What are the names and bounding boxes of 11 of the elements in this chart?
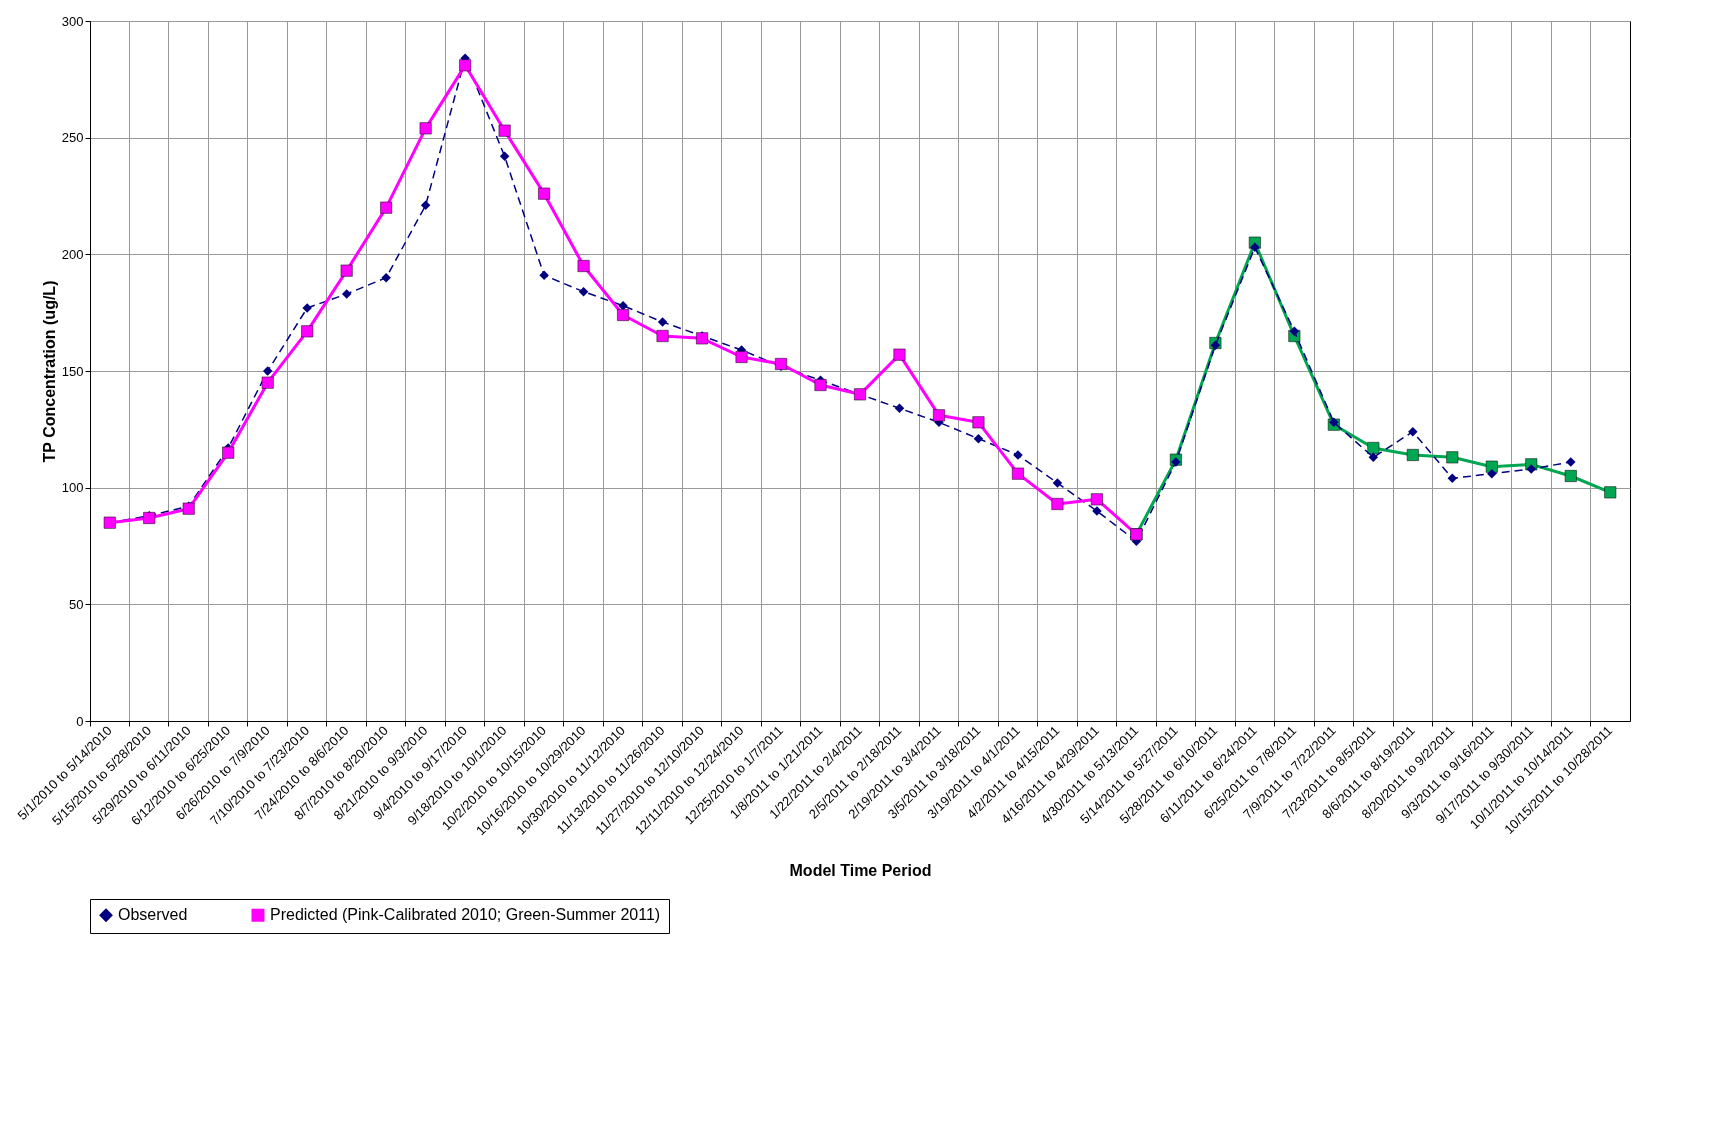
y-tick-label: 300 [61, 13, 84, 29]
x-axis-title: Model Time Period [789, 862, 932, 880]
legend-label: Predicted (Pink-Calibrated 2010; Green-Summer 2011) [270, 906, 661, 924]
y-tick-label: 200 [61, 246, 84, 262]
y-tick-label: 0 [76, 713, 84, 729]
y-axis-title: TP Concentration (ug/L) [40, 280, 58, 463]
y-tick-label: 100 [61, 480, 84, 496]
y-tick-label: 50 [69, 596, 84, 612]
y-tick-label: 150 [61, 363, 84, 379]
y-tick-label: 250 [61, 130, 84, 146]
legend-label: Observed [118, 906, 188, 924]
